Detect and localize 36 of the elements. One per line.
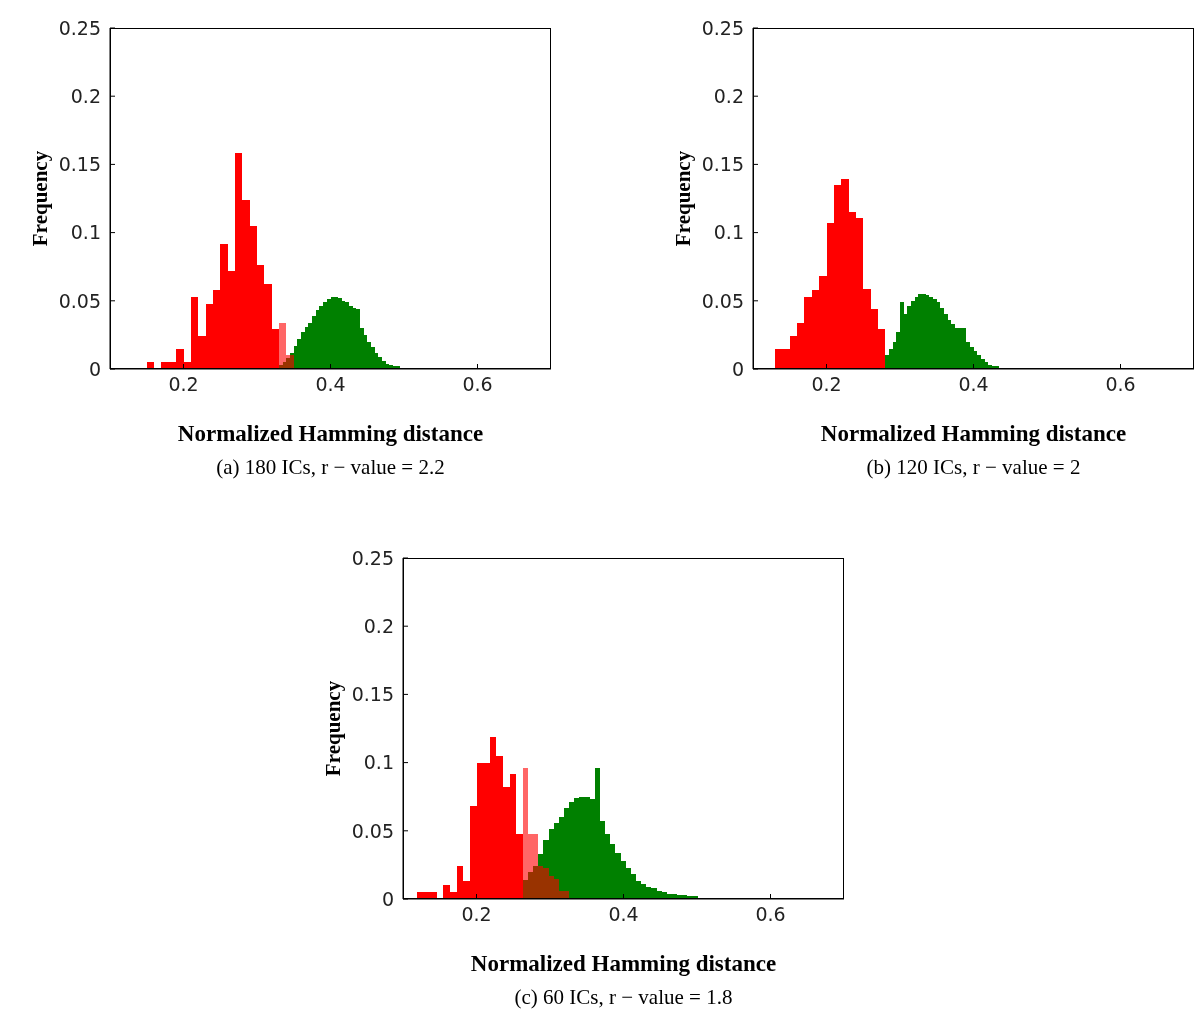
y-tick-label: 0 [88,357,101,380]
y-tick-label: 0.1 [70,221,101,244]
y-tick-label: 0.25 [701,16,744,39]
text: (c) 60 ICs, r − value = 1.8 [513,985,734,1010]
x-tick-label: 0.4 [958,373,989,396]
y-tick-label: 0.2 [713,84,744,107]
x-tick-label: 0.6 [755,903,786,926]
x-tick-label: 0.2 [811,373,842,396]
y-tick-label: 0.25 [351,546,394,569]
y-tick-label: 0.05 [58,289,101,312]
x-tick-label: 0.4 [608,903,639,926]
x-tick-label: 0.6 [462,373,493,396]
y-axis-title: Frequency [321,680,345,777]
x-axis-title: Normalized Hamming distance [820,421,1127,446]
y-tick-label: 0.2 [363,614,394,637]
y-tick-label: 0.05 [351,819,394,842]
y-tick-label: 0.05 [701,289,744,312]
y-tick-label: 0.1 [363,751,394,774]
x-tick-label: 0.6 [1105,373,1136,396]
text: (a) 180 ICs, r − value = 2.2 [215,455,446,480]
y-tick-label: 0.15 [58,153,101,176]
y-axis-title: Frequency [28,150,52,247]
y-tick-label: 0.25 [58,16,101,39]
y-axis-title: Frequency [671,150,695,247]
y-tick-label: 0 [381,887,394,910]
x-tick-label: 0.2 [461,903,492,926]
y-tick-label: 0 [731,357,744,380]
text: (b) 120 ICs, r − value = 2 [865,455,1082,480]
x-axis-title: Normalized Hamming distance [177,421,484,446]
x-tick-label: 0.2 [168,373,199,396]
y-tick-label: 0.15 [701,153,744,176]
x-axis-title: Normalized Hamming distance [470,951,777,976]
x-tick-label: 0.4 [315,373,346,396]
y-tick-label: 0.1 [713,221,744,244]
y-tick-label: 0.15 [351,683,394,706]
y-tick-label: 0.2 [70,84,101,107]
